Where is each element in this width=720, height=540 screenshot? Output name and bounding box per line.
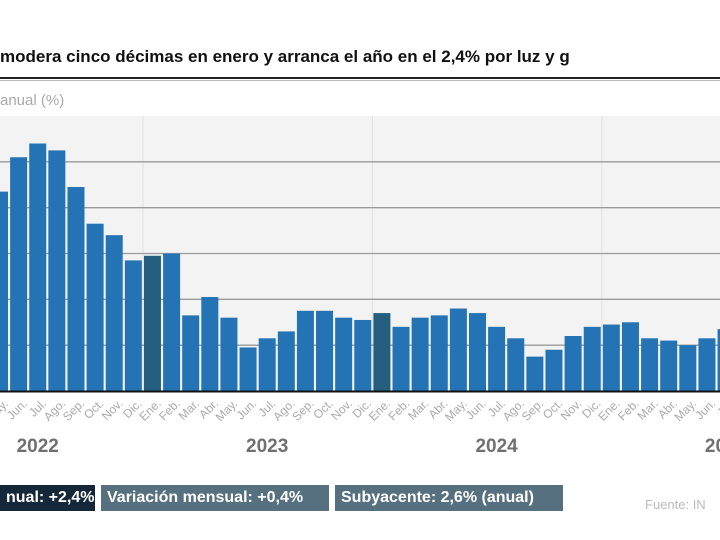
bar-feb (621, 322, 639, 391)
bar-nov (335, 317, 353, 391)
bar-sep (67, 187, 85, 391)
title-divider (0, 77, 720, 79)
year-label: 2025 (705, 436, 720, 457)
bar-ene (602, 324, 620, 391)
month-tick-label: Jul. (714, 396, 720, 419)
bar-chart: May.Jun.Jul.Ago.Sep.Oct.Nov.Dic.Ene.Feb.… (0, 116, 720, 457)
year-label: 2022 (17, 436, 59, 457)
bar-jul (717, 329, 720, 391)
bar-mar (641, 338, 659, 391)
month-tick-label: May. (0, 396, 11, 424)
bar-sep (526, 356, 544, 391)
bar-dic (124, 260, 142, 391)
bar-oct (545, 349, 563, 391)
bar-oct (316, 310, 334, 391)
bar-abr (430, 315, 448, 391)
bar-abr (201, 297, 219, 391)
bar-ago (48, 150, 66, 391)
monthly-variation-badge: Variación mensual: +0,4% (101, 485, 329, 511)
bar-feb (392, 326, 410, 391)
bar-nov (105, 235, 123, 391)
source-note: Fuente: IN (645, 497, 706, 512)
bar-ago (277, 331, 295, 391)
bar-abr (660, 340, 678, 391)
bar-may (0, 191, 8, 391)
bar-may (220, 317, 238, 391)
bar-jun (10, 157, 28, 391)
core-inflation-badge: Subyacente: 2,6% (anual) (335, 485, 563, 511)
title-divider-shadow (0, 80, 720, 81)
bar-mar (411, 317, 429, 391)
bar-jul (29, 143, 47, 391)
bar-dic (354, 319, 372, 391)
bar-may (449, 308, 467, 391)
bar-may (679, 345, 697, 391)
bar-jul (488, 326, 506, 391)
bar-nov (564, 336, 582, 391)
bar-jul (258, 338, 276, 391)
bar-jun (469, 313, 486, 391)
bar-oct (86, 223, 104, 391)
chart-title: modera cinco décimas en enero y arranca … (0, 47, 570, 66)
bar-ene (143, 255, 161, 391)
bar-ene (373, 313, 391, 391)
year-label: 2024 (475, 436, 518, 457)
annual-variation-badge: nual: +2,4% (0, 485, 95, 511)
bar-jun (239, 347, 257, 391)
bar-ago (507, 338, 525, 391)
bar-dic (583, 326, 601, 391)
year-label: 2023 (246, 436, 288, 457)
bar-jun (698, 338, 716, 391)
bar-mar (182, 315, 200, 391)
bar-feb (163, 253, 181, 391)
y-axis-label: anual (%) (0, 92, 65, 109)
bar-sep (296, 310, 314, 391)
